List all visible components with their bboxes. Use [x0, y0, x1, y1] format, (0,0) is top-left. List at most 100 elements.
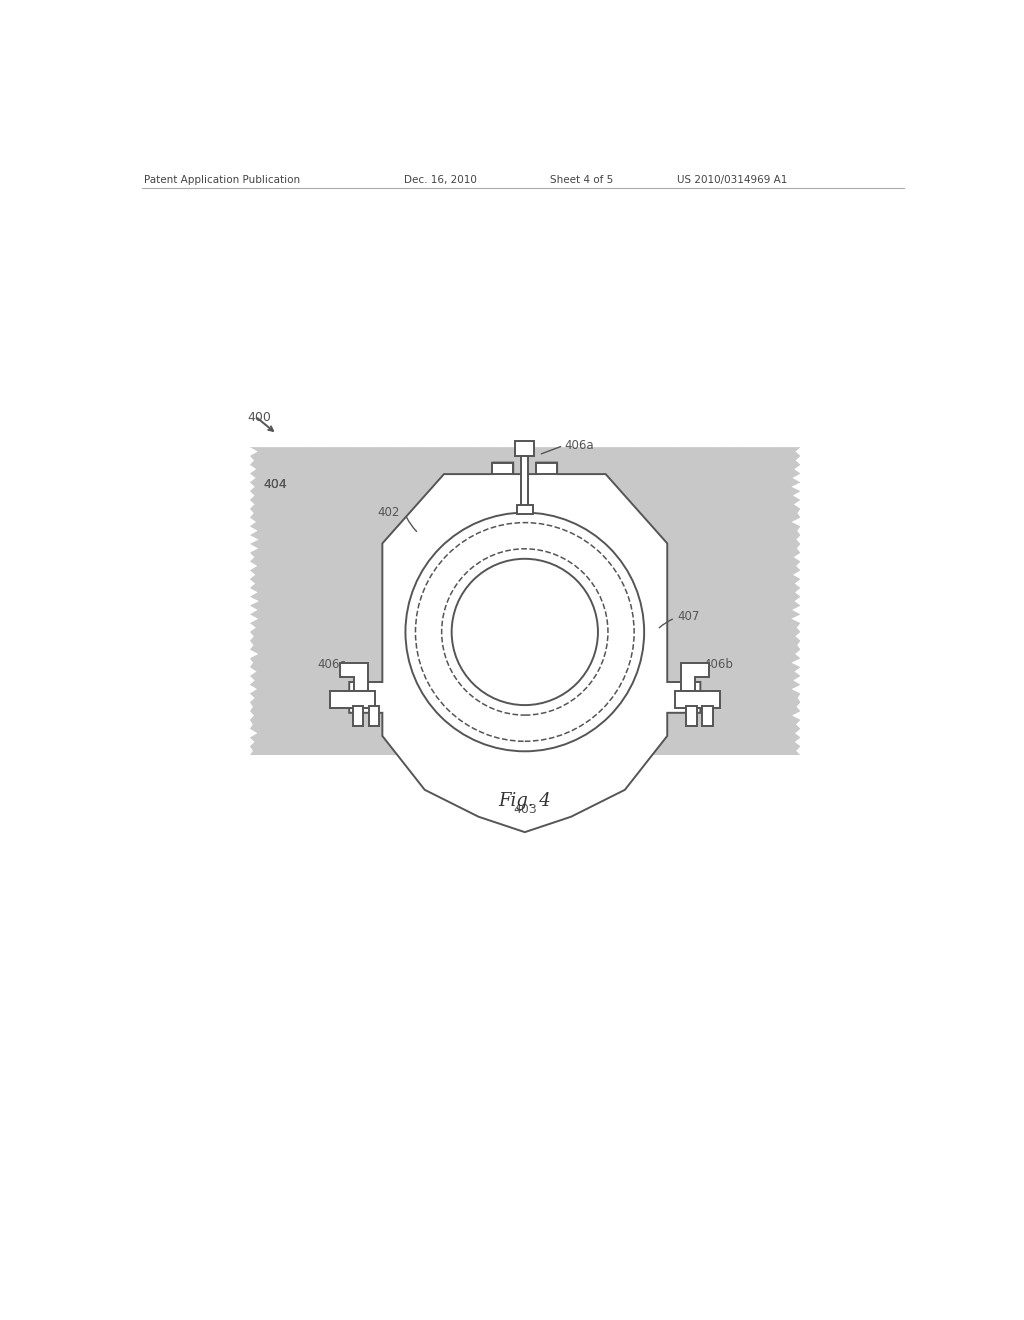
Bar [675, 690, 720, 708]
Polygon shape [493, 462, 513, 474]
Polygon shape [260, 755, 270, 759]
Bar [330, 690, 375, 708]
Text: Sheet 4 of 5: Sheet 4 of 5 [550, 176, 613, 185]
Polygon shape [550, 755, 560, 763]
Polygon shape [791, 442, 801, 447]
Polygon shape [410, 755, 420, 759]
Polygon shape [631, 441, 640, 447]
Polygon shape [250, 508, 254, 517]
Polygon shape [290, 755, 300, 764]
Polygon shape [797, 640, 801, 649]
Text: 403: 403 [513, 626, 537, 639]
Polygon shape [780, 755, 791, 759]
Polygon shape [250, 535, 259, 544]
Polygon shape [797, 702, 801, 711]
Polygon shape [541, 755, 550, 763]
Polygon shape [600, 755, 610, 764]
Polygon shape [680, 442, 690, 447]
Polygon shape [792, 659, 801, 667]
Polygon shape [650, 441, 660, 447]
Polygon shape [250, 632, 254, 640]
Polygon shape [430, 438, 440, 447]
Polygon shape [250, 444, 260, 447]
Polygon shape [250, 729, 257, 738]
Bar [369, 706, 379, 726]
Polygon shape [590, 442, 600, 447]
Polygon shape [610, 755, 621, 758]
Polygon shape [700, 440, 711, 447]
Polygon shape [480, 441, 490, 447]
Text: 404: 404 [263, 478, 287, 491]
Text: US 2010/0314969 A1: US 2010/0314969 A1 [677, 176, 787, 185]
Polygon shape [796, 561, 801, 570]
Polygon shape [792, 685, 801, 693]
Polygon shape [794, 553, 801, 561]
Polygon shape [541, 441, 550, 447]
Ellipse shape [452, 558, 598, 705]
Polygon shape [250, 491, 255, 500]
Polygon shape [460, 755, 470, 759]
Polygon shape [797, 535, 801, 544]
Polygon shape [250, 447, 258, 455]
Polygon shape [280, 755, 290, 764]
Polygon shape [250, 500, 255, 508]
Polygon shape [794, 500, 801, 508]
Polygon shape [380, 444, 390, 447]
Polygon shape [250, 474, 256, 482]
Polygon shape [795, 729, 801, 738]
Polygon shape [581, 755, 590, 762]
Polygon shape [751, 755, 761, 763]
Polygon shape [340, 755, 350, 763]
Text: Fig. 4: Fig. 4 [499, 792, 551, 810]
Polygon shape [250, 738, 255, 746]
Polygon shape [795, 587, 801, 597]
Polygon shape [610, 440, 621, 447]
Polygon shape [250, 623, 256, 632]
Polygon shape [700, 755, 711, 759]
Polygon shape [730, 444, 740, 447]
Polygon shape [390, 755, 400, 760]
Polygon shape [300, 441, 310, 447]
Polygon shape [680, 755, 690, 759]
Polygon shape [319, 755, 330, 763]
Polygon shape [340, 441, 350, 447]
Polygon shape [490, 438, 500, 447]
Polygon shape [570, 755, 581, 762]
Polygon shape [795, 667, 801, 676]
Polygon shape [250, 614, 258, 623]
Polygon shape [250, 676, 255, 685]
Polygon shape [795, 579, 801, 587]
Polygon shape [250, 755, 260, 763]
Polygon shape [420, 755, 430, 760]
Polygon shape [796, 455, 801, 465]
Polygon shape [300, 755, 310, 760]
Polygon shape [310, 441, 319, 447]
Polygon shape [330, 442, 340, 447]
Polygon shape [370, 442, 380, 447]
Polygon shape [250, 746, 253, 755]
Polygon shape [761, 755, 770, 762]
Polygon shape [360, 440, 370, 447]
Polygon shape [550, 444, 560, 447]
Polygon shape [319, 444, 330, 447]
Polygon shape [720, 438, 730, 447]
Polygon shape [537, 462, 557, 474]
Polygon shape [690, 755, 700, 760]
Ellipse shape [406, 512, 644, 751]
Polygon shape [740, 440, 751, 447]
Polygon shape [720, 755, 730, 762]
Polygon shape [250, 711, 254, 719]
Polygon shape [270, 442, 280, 447]
Polygon shape [451, 441, 460, 447]
Polygon shape [660, 755, 671, 763]
Polygon shape [250, 465, 256, 474]
Polygon shape [796, 632, 801, 640]
Polygon shape [250, 640, 254, 649]
Polygon shape [250, 517, 256, 527]
Text: 406a: 406a [565, 440, 595, 453]
Polygon shape [250, 719, 253, 729]
Polygon shape [430, 755, 440, 758]
Polygon shape [711, 442, 720, 447]
Polygon shape [560, 441, 570, 447]
Polygon shape [330, 755, 340, 762]
